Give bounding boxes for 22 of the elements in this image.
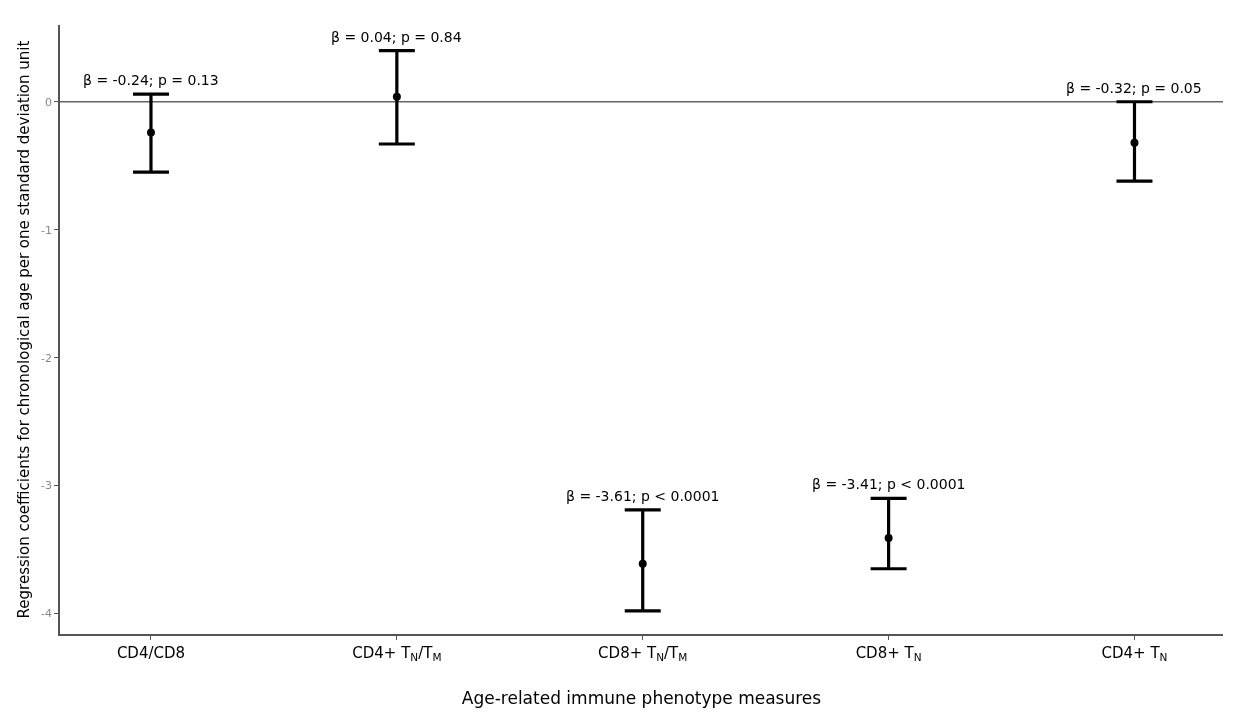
point [884,534,893,543]
point [638,559,647,568]
x-axis-title: Age-related immune phenotype measures [461,687,822,708]
point [392,92,401,101]
point [146,128,155,137]
x-tick-label: CD4+ T$_{N}$ [1101,643,1168,663]
y-tick-label: -1 [41,223,53,237]
annotation: β = -3.41; p < 0.0001 [812,476,966,492]
annotation: β = -0.32; p = 0.05 [1066,80,1202,96]
y-tick-label: -2 [41,351,53,365]
y-tick-label: -3 [41,479,53,493]
x-tick-label: CD8+ T$_{N}$/T$_{M}$ [598,643,688,663]
annotation: β = -0.24; p = 0.13 [83,72,219,88]
y-tick-label: 0 [45,95,53,109]
annotation: β = 0.04; p = 0.84 [331,29,462,45]
point [1130,138,1139,147]
x-tick-label: CD4/CD8 [116,643,186,662]
x-tick-label: CD4+ T$_{N}$/T$_{M}$ [352,643,442,663]
annotation: β = -3.61; p < 0.0001 [566,488,720,504]
y-tick-label: -4 [41,607,53,621]
y-axis-title: Regression coefficients for chronological age per one standard deviation unit [14,40,33,619]
x-tick-label: CD8+ T$_{N}$ [855,643,922,663]
